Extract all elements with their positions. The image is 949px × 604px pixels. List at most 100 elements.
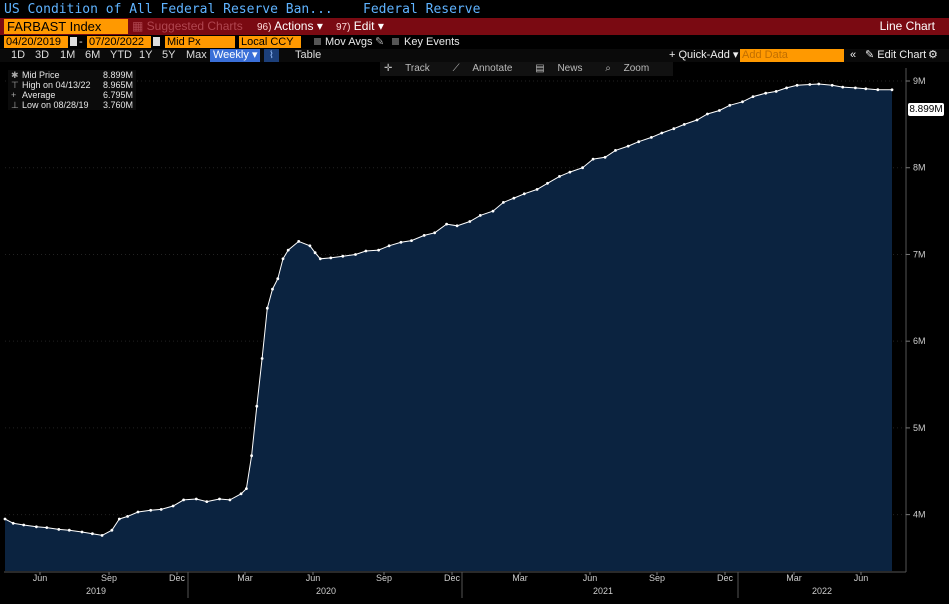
pencil-icon: ✎ [865, 49, 878, 61]
pencil-icon[interactable]: ✎ [375, 36, 385, 48]
chart-type-label[interactable]: Line Chart [879, 19, 935, 33]
actions-menu[interactable]: 96) Actions ▾ [257, 19, 323, 35]
x-axis: Jun Sep Dec Mar Jun Sep Dec Mar Jun Sep Dec Mar Jun 2… [33, 572, 869, 598]
price-point [695, 118, 699, 122]
range-3d[interactable]: 3D [35, 49, 50, 61]
x-tick-label: Mar [237, 573, 253, 583]
source-label: Federal Reserve [363, 2, 481, 17]
mov-avgs-checkbox[interactable] [314, 38, 321, 45]
price-point [245, 487, 248, 490]
price-point [67, 528, 71, 532]
legend-high-label: High on 04/13/22 [22, 80, 91, 90]
news-label: News [557, 63, 583, 74]
price-point [3, 517, 7, 521]
mov-avgs-label: Mov Avgs [325, 36, 373, 48]
price-point [126, 515, 129, 518]
price-point [260, 357, 264, 360]
legend-low: ⊥ Low on 08/28/19 3.760M [8, 100, 136, 110]
legend: ✱ Mid Price 8.899M ⊤ High on 04/13/22 8.965M… [8, 70, 136, 110]
ticker-input[interactable]: FARBAST Index [4, 19, 128, 34]
price-point [841, 85, 845, 89]
price-point [603, 155, 607, 159]
track-label: Track [405, 63, 430, 74]
end-date-input[interactable]: 07/20/2022 [87, 36, 151, 48]
collapse-icon[interactable]: « [850, 49, 857, 61]
high-marker-icon: ⊤ [11, 80, 19, 90]
price-point [522, 192, 526, 196]
y-tick-label: 6M [913, 336, 926, 346]
x-tick-label: Jun [33, 573, 48, 583]
key-events-checkbox[interactable] [392, 38, 399, 45]
quick-add-label: + Quick-Add [669, 49, 730, 61]
price-point [558, 175, 561, 178]
actions-label: Actions [274, 19, 314, 33]
y-tick-label: 8M [913, 163, 926, 173]
price-point [194, 497, 198, 501]
price-point [637, 140, 641, 144]
crosshair-icon: ✛ [384, 63, 396, 74]
actions-number: 96) [257, 22, 272, 33]
period-select[interactable]: Weekly ▾ [210, 49, 261, 62]
annotate-tool[interactable]: ⟋ Annotate [453, 63, 523, 74]
add-data-input[interactable]: Add Data [740, 49, 844, 62]
price-point [491, 209, 495, 213]
edit-chart-label: Edit Chart [877, 49, 927, 61]
title-row: US Condition of All Federal Reserve Ban.… [0, 0, 949, 18]
price-point [276, 277, 280, 281]
news-icon: ▤ [535, 63, 548, 74]
chart-type-icon[interactable]: ⌇ [264, 49, 279, 62]
chevron-down-icon: ▾ [251, 49, 258, 61]
x-year-label: 2019 [86, 586, 106, 596]
table-button[interactable]: Table [295, 49, 322, 61]
price-area [5, 84, 892, 571]
chevron-down-icon: ▾ [377, 19, 384, 33]
edit-number: 97) [336, 22, 351, 33]
price-point [297, 240, 301, 243]
x-tick-label: Jun [854, 573, 869, 583]
calendar-icon[interactable] [70, 37, 77, 46]
y-tick-label: 5M [913, 423, 926, 433]
price-point [764, 91, 768, 95]
price-point [364, 249, 368, 253]
price-point [250, 454, 254, 458]
range-max[interactable]: Max [186, 49, 207, 61]
news-tool[interactable]: ▤ News [535, 63, 592, 74]
range-6m[interactable]: 6M [85, 49, 101, 61]
range-1m[interactable]: 1M [60, 49, 76, 61]
zoom-tool[interactable]: ⌕ Zoom [605, 63, 659, 74]
security-title: US Condition of All Federal Reserve Ban.… [4, 2, 333, 17]
y-tick-label: 4M [913, 510, 926, 520]
track-tool[interactable]: ✛ Track [384, 63, 440, 74]
price-point [682, 123, 686, 126]
suggested-charts-button[interactable]: ▦ Suggested Charts [132, 19, 243, 34]
average-marker-icon: + [11, 90, 17, 100]
currency-select[interactable]: Local CCY [239, 36, 301, 48]
price-point [455, 224, 459, 228]
range-ytd[interactable]: YTD [110, 49, 132, 61]
price-point [410, 239, 413, 243]
gear-icon[interactable]: ⚙ [928, 49, 938, 61]
price-point [354, 253, 357, 256]
range-1y[interactable]: 1Y [139, 49, 153, 61]
start-date-input[interactable]: 04/20/2019 [4, 36, 68, 48]
x-tick-label: Dec [169, 573, 186, 583]
range-1d[interactable]: 1D [11, 49, 26, 61]
price-point [318, 257, 322, 261]
edit-chart-button[interactable]: ✎ Edit Chart [865, 49, 926, 62]
field-select[interactable]: Mid Px [165, 36, 235, 48]
price-point [35, 525, 38, 529]
price-point [11, 521, 15, 525]
chart-toolbar: ✛ Track ⟋ Annotate ▤ News ⌕ Zoom [380, 62, 674, 76]
price-point [80, 530, 84, 534]
calendar-icon[interactable] [153, 37, 160, 46]
price-point [377, 248, 380, 252]
quick-add-button[interactable]: + Quick-Add ▾ [669, 49, 738, 62]
annotate-label: Annotate [472, 63, 513, 74]
price-point [117, 517, 121, 521]
range-5y[interactable]: 5Y [162, 49, 176, 61]
edit-menu[interactable]: 97) Edit ▾ [336, 19, 384, 35]
price-point [22, 523, 26, 527]
price-point [218, 497, 221, 501]
price-point [228, 498, 232, 502]
